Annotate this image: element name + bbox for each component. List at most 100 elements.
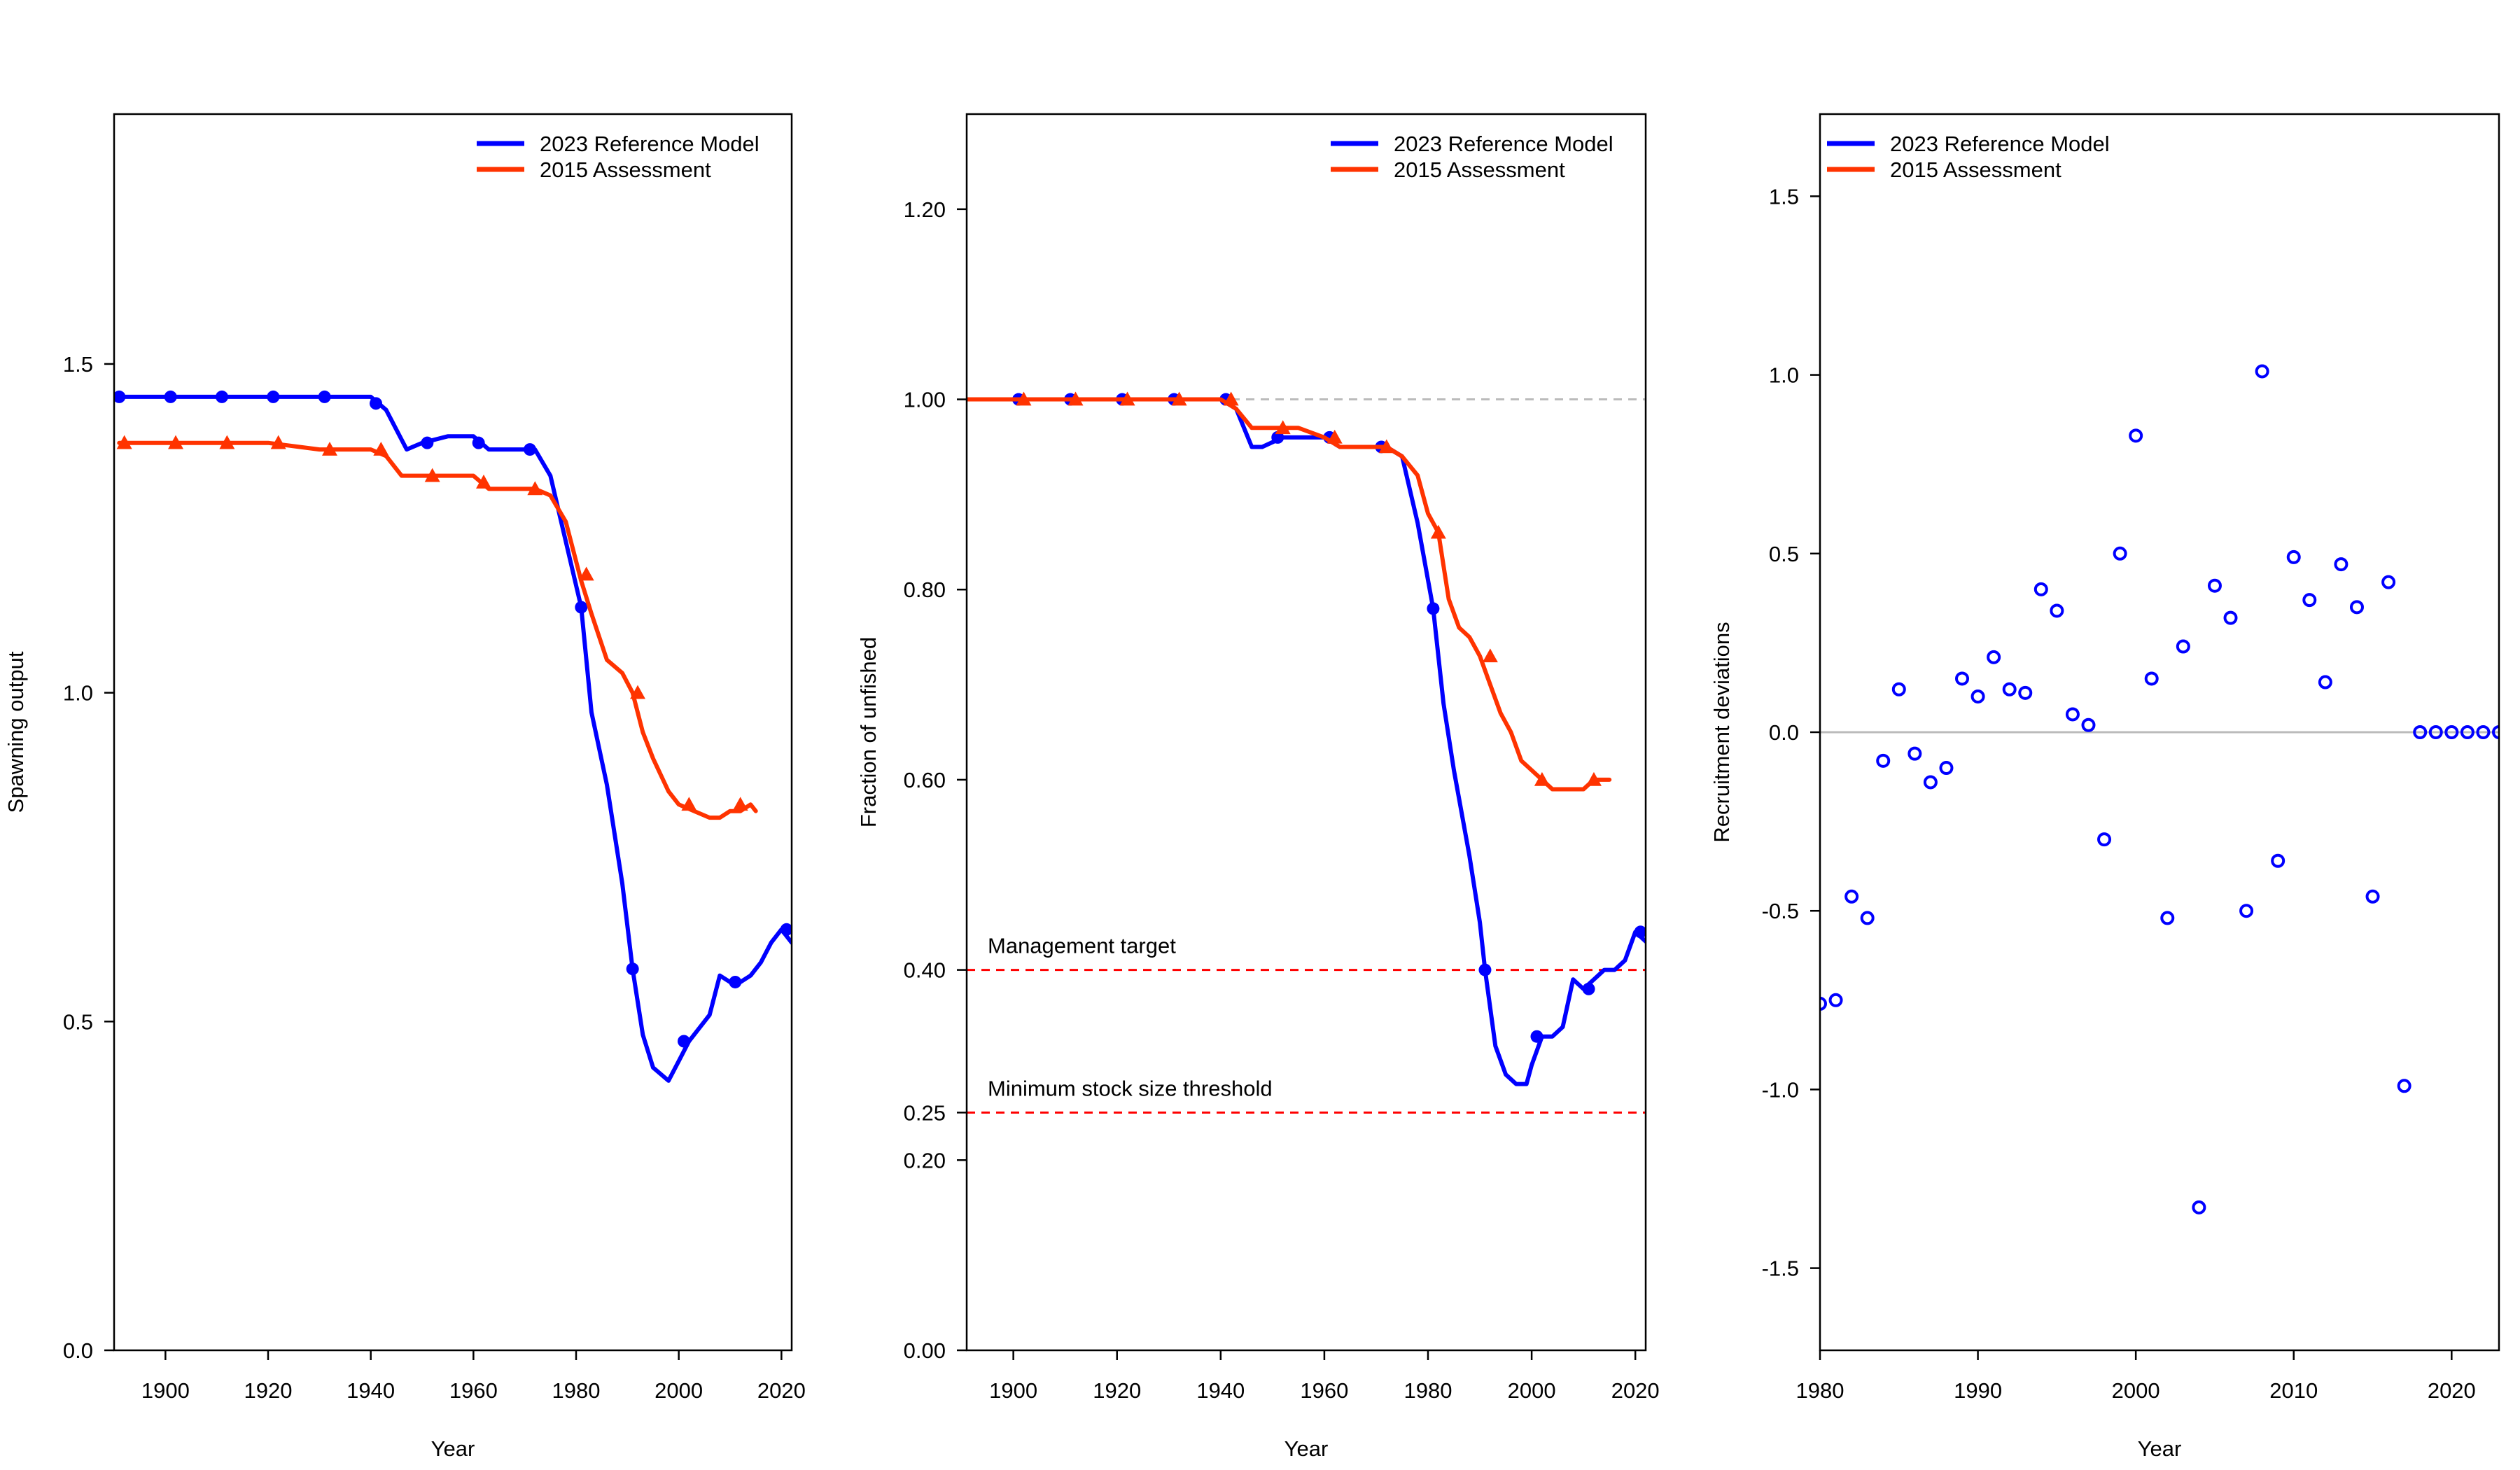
data-point bbox=[421, 436, 434, 449]
data-point bbox=[2160, 911, 2175, 925]
data-point bbox=[1987, 650, 2001, 664]
x-tick-label: 2020 bbox=[757, 1378, 806, 1403]
panel-3: 1980 1990 2000 2010 2020 -1.5 -1.0 -0.5 0.0 0.5 1.… bbox=[1709, 113, 2500, 1461]
data-point bbox=[2033, 582, 2048, 596]
y-tick-label: 0.60 bbox=[904, 768, 946, 792]
data-point bbox=[2286, 550, 2301, 564]
data-point bbox=[2097, 832, 2112, 847]
data-point bbox=[2018, 685, 2033, 700]
y-tick-label: 1.00 bbox=[904, 388, 946, 412]
y-tick-label: 0.0 bbox=[63, 1338, 93, 1363]
data-point bbox=[2476, 725, 2491, 739]
data-point bbox=[1534, 771, 1550, 786]
panel-2: Management target Minimum stock size thre… bbox=[856, 113, 1660, 1461]
x-tick-label: 1960 bbox=[1300, 1378, 1348, 1403]
data-point bbox=[1378, 439, 1394, 454]
data-point bbox=[2223, 610, 2238, 625]
data-point bbox=[2065, 707, 2080, 722]
x-axis-label: Year bbox=[2138, 1436, 2182, 1461]
data-point bbox=[2192, 1200, 2206, 1214]
data-point bbox=[1970, 689, 1985, 704]
y-tick-label: 0.40 bbox=[904, 958, 946, 983]
data-point bbox=[1478, 963, 1492, 976]
data-point bbox=[1582, 982, 1595, 995]
data-point bbox=[168, 435, 183, 449]
data-point bbox=[575, 601, 588, 614]
y-tick-label: 0.00 bbox=[904, 1338, 946, 1363]
reference-line-label: Management target bbox=[988, 934, 1176, 958]
x-axis-label: Year bbox=[1284, 1436, 1329, 1461]
data-point bbox=[2113, 546, 2127, 561]
x-tick-label: 2000 bbox=[654, 1378, 703, 1403]
y-tick-label: 0.5 bbox=[63, 1009, 93, 1034]
data-point bbox=[2460, 725, 2474, 739]
data-point bbox=[370, 397, 382, 410]
x-tick-label: 1980 bbox=[1404, 1378, 1452, 1403]
x-tick-label: 1920 bbox=[244, 1378, 293, 1403]
data-point bbox=[2428, 725, 2443, 739]
y-tick-label: -0.5 bbox=[1762, 899, 1799, 923]
data-point bbox=[2318, 675, 2332, 690]
x-tick-label: 1980 bbox=[1796, 1378, 1844, 1403]
x-axis-label: Year bbox=[431, 1436, 475, 1461]
x-tick-label: 1980 bbox=[552, 1378, 601, 1403]
data-point bbox=[1820, 996, 1827, 1011]
data-point bbox=[1171, 391, 1187, 406]
data-point bbox=[1068, 391, 1084, 406]
data-point bbox=[1955, 671, 1970, 686]
x-tick-label: 1940 bbox=[346, 1378, 395, 1403]
data-point bbox=[1891, 682, 1906, 696]
y-axis-label: Recruitment deviations bbox=[1709, 622, 1734, 842]
data-point bbox=[732, 797, 748, 811]
data-point bbox=[1275, 420, 1291, 435]
x-tick-label: 2020 bbox=[1611, 1378, 1660, 1403]
plot-area bbox=[1820, 364, 2499, 1214]
data-point bbox=[2207, 578, 2222, 593]
data-point bbox=[2176, 639, 2190, 654]
data-point bbox=[527, 481, 543, 496]
reference-line-label: Minimum stock size threshold bbox=[988, 1076, 1273, 1100]
data-point bbox=[1016, 391, 1032, 406]
x-tick-label: 1900 bbox=[141, 1378, 190, 1403]
y-tick-label: 1.0 bbox=[63, 681, 93, 706]
y-tick-label: -1.5 bbox=[1762, 1256, 1799, 1281]
legend-label: 2015 Assessment bbox=[1394, 158, 1565, 182]
data-point bbox=[2381, 575, 2396, 589]
data-point bbox=[1482, 648, 1498, 663]
data-point bbox=[373, 442, 389, 456]
y-tick-label: 0.25 bbox=[904, 1100, 946, 1125]
y-tick-label: 0.5 bbox=[1769, 542, 1799, 566]
data-point bbox=[2334, 557, 2348, 572]
legend-label: 2015 Assessment bbox=[540, 158, 711, 182]
data-point bbox=[2239, 904, 2254, 918]
x-tick-label: 2000 bbox=[2112, 1378, 2160, 1403]
y-tick-label: 1.0 bbox=[1769, 363, 1799, 388]
y-axis-label: Fraction of unfished bbox=[856, 637, 881, 827]
data-point bbox=[626, 962, 639, 976]
data-point bbox=[1634, 925, 1646, 939]
data-point bbox=[472, 436, 485, 449]
data-point bbox=[2365, 889, 2380, 904]
data-point bbox=[678, 1035, 690, 1048]
data-point bbox=[2413, 725, 2428, 739]
data-point bbox=[2081, 718, 2096, 732]
data-point bbox=[2302, 593, 2317, 608]
y-tick-label: -1.0 bbox=[1762, 1077, 1799, 1102]
data-point bbox=[729, 975, 742, 988]
data-point bbox=[270, 435, 286, 449]
x-tick-label: 1920 bbox=[1093, 1378, 1141, 1403]
data-point bbox=[1923, 775, 1938, 790]
y-tick-label: 0.0 bbox=[1769, 720, 1799, 745]
data-point bbox=[2129, 428, 2143, 443]
y-axis-label: Spawning output bbox=[4, 651, 28, 813]
x-tick-label: 2020 bbox=[2428, 1378, 2476, 1403]
data-point bbox=[424, 468, 440, 482]
y-tick-label: 0.20 bbox=[904, 1148, 946, 1172]
data-point bbox=[681, 797, 697, 811]
data-point bbox=[1326, 429, 1343, 444]
data-point bbox=[216, 390, 228, 403]
x-tick-label: 2000 bbox=[1508, 1378, 1556, 1403]
data-point bbox=[164, 390, 177, 403]
x-tick-label: 2010 bbox=[2269, 1378, 2318, 1403]
